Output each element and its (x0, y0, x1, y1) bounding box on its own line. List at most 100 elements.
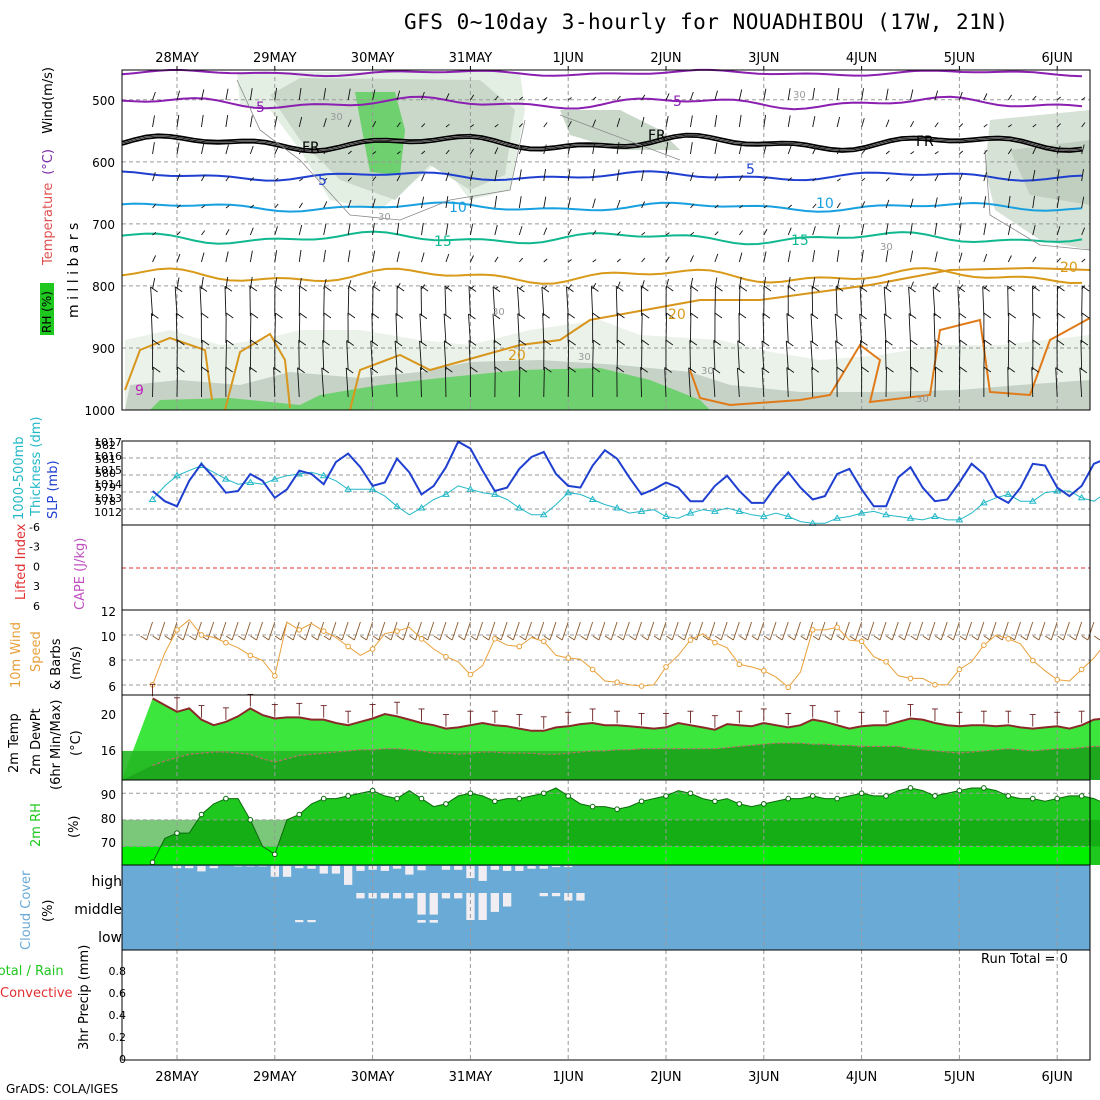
wind-barb (274, 116, 278, 128)
wind-barb (836, 202, 841, 209)
wind-barb (517, 313, 520, 344)
wind-barb (885, 119, 890, 128)
wind-barb (1007, 286, 1009, 317)
wind-barb (176, 90, 181, 101)
wind-barb (567, 313, 569, 344)
slp-tick: 1017 (94, 436, 122, 449)
wind-barb (298, 148, 303, 155)
wind-barb (932, 286, 936, 317)
wind-barb-flag (299, 312, 308, 319)
wind-barb-flag (787, 285, 796, 292)
wind-barb (665, 141, 669, 155)
wind-barb (470, 94, 475, 101)
wind10-barb-flag (592, 635, 600, 641)
wind-barb (250, 204, 255, 209)
wind-barb (690, 142, 693, 155)
wind-barb-flag (1031, 366, 1040, 373)
wind-barb-flag (983, 366, 992, 373)
date-label-top: 6JUN (1042, 51, 1073, 66)
wind10-barb-flag (873, 635, 881, 641)
wind10-barb-flag (1057, 635, 1064, 641)
isotherm-5 (121, 170, 1083, 182)
wind-barb-flag (761, 367, 770, 374)
wind-barb (785, 340, 789, 371)
wind-barb (201, 230, 206, 236)
isotherm-label: 5 (256, 100, 265, 116)
wind-barb-flag (640, 366, 648, 373)
wind-barb (323, 249, 326, 263)
cloud-high-gap (490, 866, 499, 870)
wind10-barb-flag (225, 635, 233, 641)
wind10-barb (1026, 621, 1034, 641)
wind-barb (201, 205, 206, 209)
wind-barb (910, 176, 915, 182)
wind-barb (983, 223, 987, 236)
wind-barb-flag (518, 339, 527, 346)
wind-barb-flag (542, 312, 550, 319)
wind-barb (273, 367, 276, 398)
wind-barb (983, 340, 985, 371)
rh-line-marker (858, 790, 865, 797)
wind-barb-flag (811, 366, 820, 373)
upper-ylabel-mb: m i l l i b a r s (66, 223, 82, 318)
wind10-barb (390, 621, 398, 641)
rh-tick: 80 (101, 812, 116, 826)
wind10-barb (855, 621, 863, 641)
wind-barb-flag (348, 285, 357, 292)
wind-barb (543, 168, 547, 182)
wind-barb-flag (370, 340, 379, 347)
wind10-barb (207, 621, 215, 641)
wind-barb-flag (591, 286, 599, 292)
wind-barb-flag (910, 339, 918, 346)
wind-barb (225, 251, 229, 263)
wind10-tick: 10 (101, 630, 116, 644)
wind10-tick: 8 (108, 655, 116, 669)
wind10-tick: 6 (108, 680, 116, 694)
wind-barb (445, 93, 450, 101)
thickness-tick: 581 (95, 453, 116, 466)
wind10-speed-line-marker (907, 675, 914, 682)
isotherm-label: FR (916, 134, 934, 150)
isotherm-20 (121, 267, 1083, 285)
wind-barb (199, 286, 202, 317)
slp-tick: 1012 (94, 506, 122, 519)
wind-barb-flag (468, 286, 477, 292)
wind10-unit-label: (m/s) (69, 646, 84, 680)
cloud-high-gap (234, 866, 243, 867)
wind10-barb (158, 621, 166, 641)
wind10-barb-flag (507, 635, 514, 641)
wind-barb (323, 177, 328, 182)
wind-barb-flag (1008, 339, 1017, 346)
wind-barb (883, 313, 887, 344)
wind-barb (615, 286, 618, 317)
wind10-barb-flag (922, 635, 930, 641)
wind-barb-flag (934, 339, 943, 346)
wind10-barb-flag (152, 635, 160, 641)
wind-barb (737, 340, 740, 371)
thickness-line-marker (417, 504, 426, 511)
wind-barb-flag (984, 339, 992, 346)
wind-barb (543, 367, 545, 398)
date-label-bottom: 4JUN (846, 1070, 877, 1085)
wind10-barb (916, 621, 924, 641)
wind10-barb-flag (250, 635, 257, 641)
wind-barb-flag (592, 312, 600, 319)
wind-barb-flag (1056, 339, 1065, 346)
wind10-speed-line-marker (883, 659, 889, 665)
rh-tick: 90 (101, 788, 116, 802)
date-label-bottom: 6JUN (1042, 1070, 1073, 1085)
wind-barb (396, 282, 401, 290)
wind-barb (518, 145, 523, 155)
thickness-line-marker (368, 485, 377, 492)
wind-barb (934, 222, 938, 236)
wind10-barb (488, 621, 496, 641)
wind-barb (1032, 147, 1037, 155)
wind-barb (492, 313, 496, 344)
wind10-barb-flag (971, 635, 979, 641)
rh-line-marker (1054, 795, 1060, 802)
dewpoint-line (152, 742, 1100, 767)
wind-barb (543, 97, 548, 101)
wind10-barb (170, 621, 178, 641)
wind-barb (835, 340, 838, 371)
wind10-barb (366, 621, 374, 641)
